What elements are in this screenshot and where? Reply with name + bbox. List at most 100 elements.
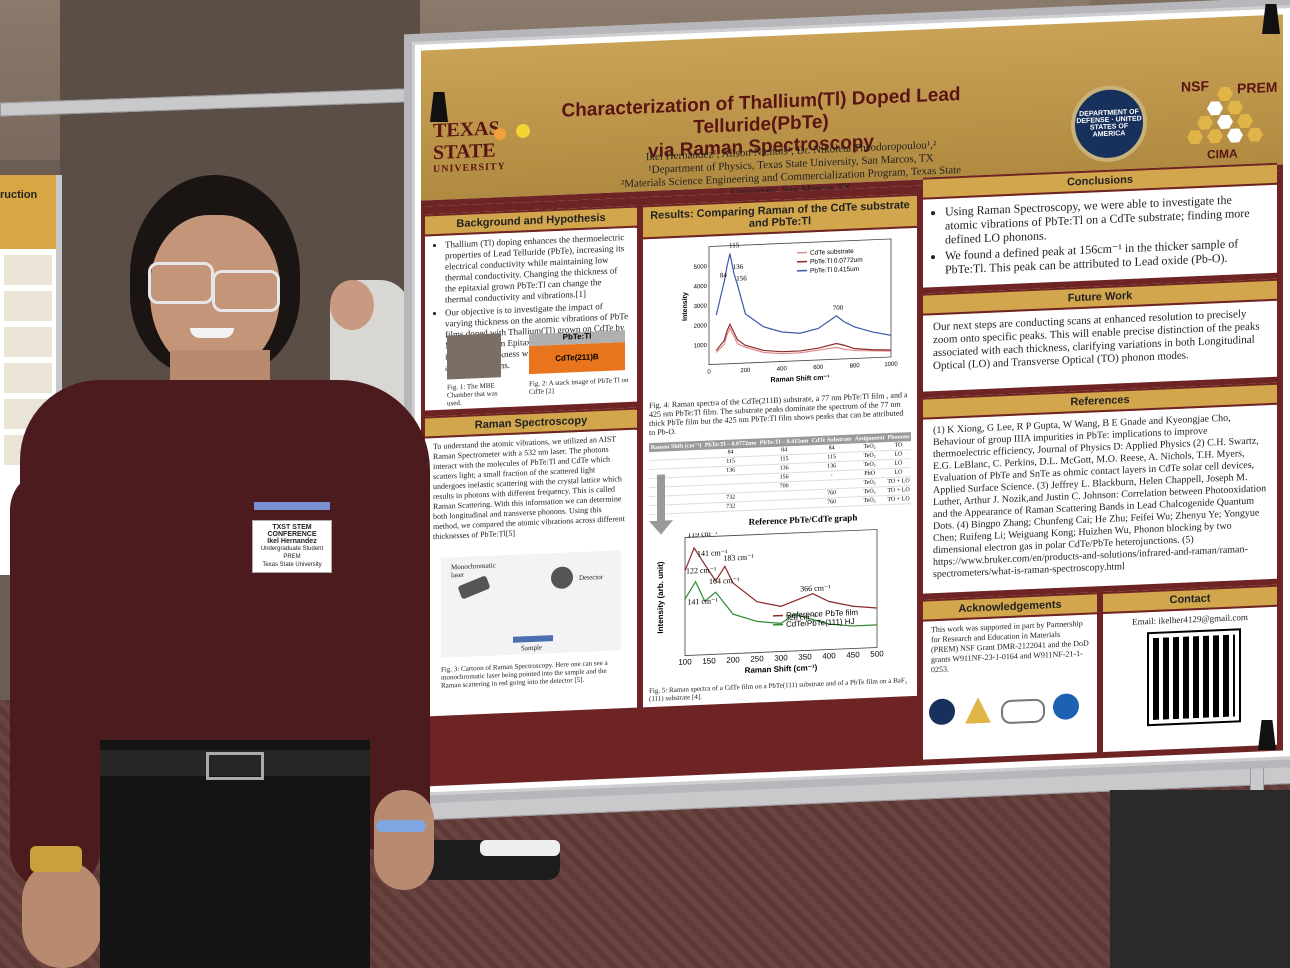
future-work-text: Our next steps are conducting scans at e… [933, 308, 1260, 373]
series-line [684, 580, 877, 627]
sticker-dot [516, 124, 530, 138]
legend-entry: CdTe/PbTe(111) HJ [786, 617, 855, 629]
sticker-dot [494, 128, 506, 140]
nsf-prem-logo: NSF PREM CIMA [1177, 45, 1278, 162]
laser-label: Monochromatic laser [451, 561, 496, 580]
hex-icon [1217, 87, 1233, 102]
left-poster-block [4, 327, 52, 357]
x-axis-label: Raman Shift cm⁻¹ [771, 374, 831, 383]
y-axis-label: Intensity [682, 292, 689, 321]
sample-label: Sample [521, 643, 542, 653]
raman-text: To understand the atomic vibrations, we … [433, 434, 625, 542]
peak-label: 84 [720, 271, 727, 279]
x-tick-label: 500 [870, 649, 884, 659]
x-tick-label: 200 [740, 368, 751, 374]
table-cell: TeO₂ [853, 495, 887, 507]
logo-line-3: UNIVERSITY [433, 161, 506, 176]
y-tick-label: 5000 [694, 264, 708, 271]
peak-label: 122 cm⁻¹ [686, 565, 717, 575]
x-tick-label: 400 [822, 651, 836, 661]
qr-code-icon[interactable] [1147, 628, 1241, 727]
binder-clip-icon [430, 92, 448, 122]
left-poster-block [4, 291, 52, 321]
x-tick-label: 350 [798, 652, 812, 662]
detector-icon [551, 566, 573, 590]
references-text: (1) K Xiong, G Lee, R P Gupta, W Wang, B… [933, 412, 1267, 581]
conclusions-section: Conclusions Using Raman Spectroscopy, we… [923, 162, 1277, 288]
hex-icon [1217, 115, 1233, 130]
binder-clip-icon [1258, 720, 1276, 750]
prem-label: PREM [1237, 78, 1278, 97]
peak-label: 141 cm⁻¹ [687, 596, 718, 606]
table-cloth [1110, 790, 1290, 968]
nsf-label: NSF [1181, 77, 1209, 95]
stack-bottom-layer: CdTe(211)B [529, 342, 625, 375]
left-poster-block [4, 435, 52, 465]
x-tick-label: 450 [846, 650, 860, 660]
x-tick-label: 100 [678, 657, 692, 667]
peak-label: 115 [729, 241, 740, 249]
plot-area [708, 238, 892, 365]
results-section: Results: Comparing Raman of the CdTe sub… [643, 193, 917, 708]
peak-label: 136 [733, 263, 744, 271]
hex-icon [1207, 129, 1223, 144]
series-line [715, 253, 892, 336]
references-section: References (1) K Xiong, G Lee, R P Gupta… [923, 382, 1277, 594]
hex-icon [1187, 130, 1203, 145]
y-tick-label: 1000 [694, 343, 708, 350]
peak-label: 119 cm⁻¹ [687, 529, 718, 539]
table-cell: TO + LO [886, 494, 911, 505]
y-tick-label: 4000 [694, 284, 708, 291]
background-bullet: Thallium (Tl) doping enhances the thermo… [445, 232, 629, 306]
y-tick-label: 2000 [694, 323, 708, 330]
x-tick-label: 250 [750, 654, 764, 664]
prem-logo-icon [1001, 698, 1045, 725]
future-work-section: Future Work Our next steps are conductin… [923, 278, 1277, 392]
background-section: Background and Hypothesis Thallium (Tl) … [425, 205, 637, 411]
peak-label: 164 cm⁻¹ [709, 576, 740, 586]
left-poster-block [4, 255, 52, 285]
raman-cartoon: Monochromatic laser Detector Sample [441, 550, 621, 658]
raman-section: Raman Spectroscopy To understand the ato… [425, 407, 637, 717]
left-poster-block [4, 363, 52, 393]
x-tick-label: 0 [707, 369, 711, 375]
sneaker-sole [480, 840, 560, 856]
x-tick-label: 200 [726, 655, 740, 665]
left-neighbor-poster: ruction [0, 175, 62, 575]
mbe-chamber-photo [447, 333, 501, 380]
legend-entry: PbTe:Tl 0.415um [810, 266, 859, 275]
series-line [715, 326, 892, 355]
acknowledgements-section: Acknowledgements This work was supported… [923, 592, 1097, 760]
hex-icon [1247, 127, 1263, 142]
reference-chart: 100 150 200 250 300 350 400 450 500 Raman Shift (… [656, 529, 884, 675]
legend-entry: Reference PbTe film [786, 608, 858, 620]
raman-assignment-table: Raman Shift (cm⁻¹) PbTe:Tl – 0.0772um PbTe… [649, 432, 911, 515]
x-tick-label: 150 [702, 656, 716, 666]
fig4-caption: Fig. 4: Raman spectra of the CdTe(211B) … [649, 390, 908, 438]
x-tick-label: 1000 [884, 362, 898, 369]
x-tick-label: 300 [774, 653, 788, 663]
dod-logo-icon [929, 698, 955, 726]
hex-icon [1207, 101, 1223, 116]
y-tick-label: 3000 [694, 304, 708, 311]
legend-entry: PbTe:Tl 0.0772um [810, 257, 863, 266]
peak-label: 366 cm⁻¹ [800, 583, 831, 593]
table-body: 84 84 84 TeO₂ TO 115 115 115 TeO₂ LO 136 136 136 TeO₂… [649, 441, 911, 515]
cima-label: CIMA [1207, 146, 1238, 162]
left-poster-block [4, 399, 52, 429]
dod-seal-icon: DEPARTMENT OF DEFENSE · UNITED STATES OF… [1071, 84, 1147, 164]
peak-label: 141 cm⁻¹ [697, 548, 728, 558]
series-line [715, 322, 892, 353]
detector-label: Detector [579, 572, 604, 583]
y-axis-label: Intensity (arb. unit) [656, 561, 665, 634]
research-poster: TEXAS STATE UNIVERSITY Characterization … [412, 5, 1290, 796]
x-tick-label: 800 [850, 363, 861, 369]
arrow-shaft [657, 474, 665, 523]
hex-icon [1197, 115, 1213, 130]
x-tick-label: 400 [777, 366, 788, 372]
conclusions-text: Using Raman Spectroscopy, we were able t… [923, 185, 1277, 286]
series-line [684, 546, 878, 609]
sample-icon [513, 635, 553, 643]
dod-seal-text: DEPARTMENT OF DEFENSE · UNITED STATES OF… [1076, 108, 1142, 139]
hex-icon [1227, 128, 1243, 143]
